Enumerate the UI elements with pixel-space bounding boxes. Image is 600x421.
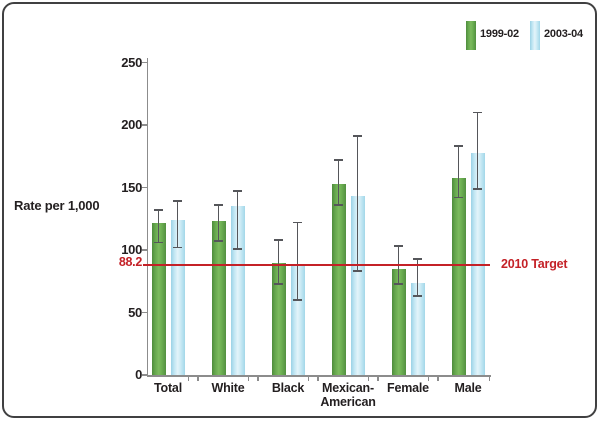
error-bar-cap-top (353, 135, 362, 138)
error-bar-cap-bottom (413, 295, 422, 298)
error-bar-cap-top (214, 204, 223, 206)
x-axis-tick (307, 375, 309, 381)
target-line-label: 2010 Target (501, 257, 568, 271)
y-axis-tick (142, 249, 147, 251)
category-label: Total (154, 381, 182, 395)
error-bar-cap-top (154, 209, 163, 211)
y-axis-tick-label: 150 (121, 179, 142, 195)
error-bar-cap-top (334, 159, 343, 161)
error-bar-cap-bottom (394, 282, 403, 285)
bar-1999-02-White (211, 221, 226, 375)
error-bar-cap-top (274, 239, 283, 241)
y-axis-tick (142, 124, 147, 126)
y-axis-line (146, 58, 149, 376)
y-axis-tick (142, 374, 147, 376)
error-bar-line (337, 160, 340, 205)
error-bar-line (277, 240, 280, 284)
error-bar-cap-bottom (274, 282, 283, 285)
error-bar-line (457, 146, 460, 198)
x-axis-tick (377, 375, 379, 381)
error-bar-line (416, 258, 419, 297)
error-bar-line (476, 112, 479, 189)
error-bar-line (217, 205, 220, 242)
category-label: Male (454, 381, 482, 395)
x-axis-tick (247, 375, 249, 381)
error-bar-line (176, 201, 179, 248)
bar-1999-02-Female (391, 268, 406, 375)
bar-2003-04-Female (410, 282, 425, 375)
x-axis-tick (488, 375, 490, 381)
error-bar-cap-bottom (154, 241, 163, 244)
error-bar-cap-bottom (214, 240, 223, 243)
bar-1999-02-Black (271, 262, 286, 375)
error-bar-cap-top (293, 221, 302, 224)
bar-1999-02-Mexican--American (331, 183, 346, 375)
x-axis-tick (317, 375, 319, 381)
x-axis-tick (437, 375, 439, 381)
y-axis-tick (142, 311, 147, 314)
y-axis-tick-label: 100 (121, 242, 142, 257)
legend-label-1999-02: 1999-02 (480, 28, 519, 40)
y-axis-tick-label: 250 (121, 54, 142, 70)
error-bar-cap-bottom (334, 204, 343, 206)
legend-label-2003-04: 2003-04 (544, 28, 583, 40)
bar-2003-04-Black (290, 266, 305, 375)
error-bar-cap-top (173, 200, 182, 203)
error-bar-cap-bottom (353, 270, 362, 273)
category-label: Black (271, 381, 305, 395)
error-bar-cap-bottom (173, 246, 182, 249)
y-axis-tick (142, 61, 147, 64)
y-axis-tick-label: 50 (128, 304, 142, 320)
error-bar-cap-bottom (454, 196, 463, 199)
error-bar-line (356, 136, 359, 272)
x-axis-line (146, 375, 491, 377)
bar-2003-04-Total (170, 220, 185, 375)
error-bar-cap-bottom (293, 299, 302, 301)
error-bar-line (236, 191, 239, 249)
target-line (143, 263, 490, 266)
error-bar-line (296, 222, 299, 300)
y-axis-tick (142, 186, 147, 189)
error-bar-cap-top (413, 257, 422, 260)
legend-swatch-2003-04 (530, 21, 540, 50)
x-axis-tick (197, 375, 199, 381)
error-bar-cap-bottom (473, 187, 482, 190)
error-bar-line (157, 210, 160, 243)
bar-1999-02-Male (451, 177, 466, 375)
error-bar-cap-bottom (233, 247, 242, 250)
bar-2003-04-Mexican--American (350, 196, 365, 375)
error-bar-cap-top (233, 190, 242, 193)
y-axis-tick-label: 200 (121, 117, 142, 132)
category-label: Female (387, 381, 429, 395)
category-label: White (211, 381, 245, 395)
category-label: Mexican- American (320, 381, 376, 409)
x-axis-tick (427, 375, 429, 381)
error-bar-cap-top (394, 245, 403, 248)
error-bar-cap-top (473, 111, 482, 114)
x-axis-tick (257, 375, 259, 381)
x-axis-tick (187, 375, 189, 381)
y-axis-title: Rate per 1,000 (14, 198, 100, 213)
x-axis-tick (367, 375, 369, 381)
y-axis-tick-label: 0 (135, 367, 142, 382)
error-bar-cap-top (454, 145, 463, 148)
legend-swatch-1999-02 (466, 21, 476, 50)
target-value-label: 88.2 (118, 255, 142, 269)
bar-1999-02-Total (151, 222, 166, 375)
